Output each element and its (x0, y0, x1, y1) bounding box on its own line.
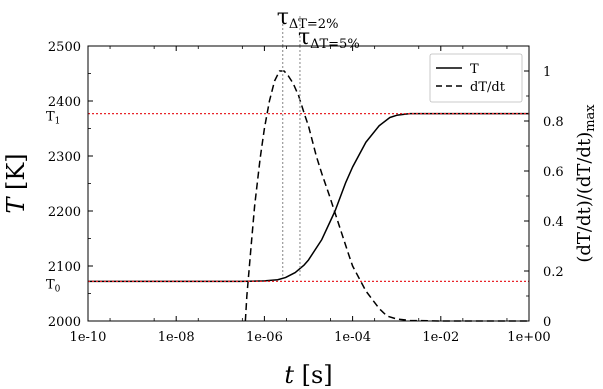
x-tick-label: 1e-02 (422, 330, 459, 345)
legend-label-dTdt: dT/dt (470, 80, 506, 95)
ref-label-T1: T1 (46, 110, 60, 127)
legend-label-T: T (470, 62, 479, 77)
series-line-dTdt (244, 70, 529, 322)
y2-tick-label: 0.8 (543, 115, 564, 130)
series-line-T (88, 112, 529, 283)
x-tick-label: 1e-06 (246, 330, 283, 345)
y-tick-label: 2100 (48, 260, 81, 275)
y2-tick-label: 0.4 (543, 215, 564, 230)
legend-box (429, 53, 523, 103)
y2-axis-label: (dT/dt)/(dT/dt)max (574, 104, 598, 263)
x-axis-label: t [s] (284, 361, 332, 389)
y-tick-label: 2000 (48, 315, 81, 330)
y2-tick-label: 0 (543, 315, 551, 330)
x-tick-label: 1e+00 (507, 330, 550, 345)
y-axis-label: T [K] (2, 153, 30, 213)
x-tick-label: 1e-10 (70, 330, 107, 345)
x-tick-label: 1e-08 (158, 330, 195, 345)
y-tick-label: 2200 (48, 205, 81, 220)
legend: T dT/dt (429, 53, 523, 103)
x-tick-label: 1e-04 (334, 330, 371, 345)
y2-tick-label: 1 (543, 65, 551, 80)
y2-tick-label: 0.2 (543, 265, 564, 280)
ref-label-T0: T0 (46, 277, 61, 294)
y2-tick-label: 0.6 (543, 165, 564, 180)
y-tick-label: 2400 (48, 95, 81, 110)
y-tick-label: 2500 (48, 40, 81, 55)
y-tick-label: 2300 (48, 150, 81, 165)
